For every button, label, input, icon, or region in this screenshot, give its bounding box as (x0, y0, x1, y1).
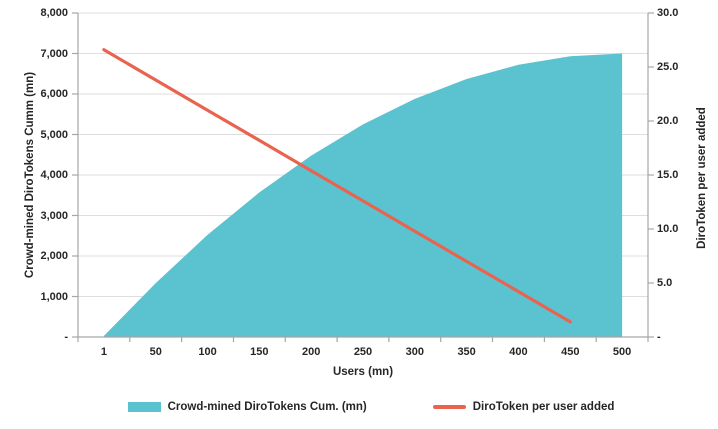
left-axis-tick-label: 2,000 (40, 250, 68, 262)
left-axis-tick-label: 5,000 (40, 128, 68, 141)
left-axis-tick-label: 4,000 (40, 169, 68, 181)
legend: Crowd-mined DiroTokens Cum. (mn) DiroTok… (0, 401, 718, 413)
left-axis-tick-label: 6,000 (40, 88, 68, 100)
x-axis-tick-label: 350 (457, 346, 476, 358)
right-axis-tick-label: 15.0 (657, 169, 679, 181)
x-axis-title: Users (mn) (332, 366, 394, 378)
line-series-swatch (432, 405, 466, 409)
left-axis-title: Crowd-mined DiroTokens Cumm (mn) (24, 71, 36, 279)
area-series (103, 53, 623, 337)
x-axis-tick-label: 450 (561, 346, 580, 358)
right-axis-tick-label: - (657, 331, 661, 343)
x-axis-tick-label: 300 (405, 346, 424, 358)
left-axis-tick-label: - (64, 331, 68, 343)
left-axis-tick-label: 8,000 (40, 7, 68, 19)
right-axis-tick-label: 25.0 (657, 61, 679, 73)
legend-label-line: DiroToken per user added (472, 401, 615, 413)
x-axis-tick-label: 50 (149, 346, 162, 358)
right-axis-tick-label: 10.0 (657, 223, 679, 235)
x-axis-tick-label: 1 (100, 346, 107, 358)
legend-label-area: Crowd-mined DiroTokens Cum. (mn) (167, 401, 367, 413)
line-series (102, 48, 572, 324)
legend-item-line: DiroToken per user added (432, 401, 615, 413)
x-axis-tick-label: 200 (301, 346, 321, 358)
x-axis-tick-label: 500 (612, 346, 632, 358)
x-axis-tick-label: 400 (509, 346, 528, 358)
x-axis-tick-label: 250 (353, 346, 373, 358)
right-axis-tick-label: 5.0 (657, 277, 673, 289)
left-axis-tick-label: 7,000 (40, 47, 68, 60)
left-axis-tick-label: 3,000 (40, 209, 68, 222)
left-axis-tick-label: 1,000 (40, 290, 68, 303)
x-axis-tick-label: 100 (198, 346, 217, 358)
area-series-swatch (127, 402, 161, 412)
x-axis-tick-label: 150 (250, 346, 269, 358)
right-axis-tick-label: 30.0 (657, 7, 679, 19)
right-axis-title: DiroToken per user added (696, 107, 708, 249)
right-axis-tick-label: 20.0 (657, 115, 679, 127)
legend-item-area: Crowd-mined DiroTokens Cum. (mn) (127, 401, 367, 413)
